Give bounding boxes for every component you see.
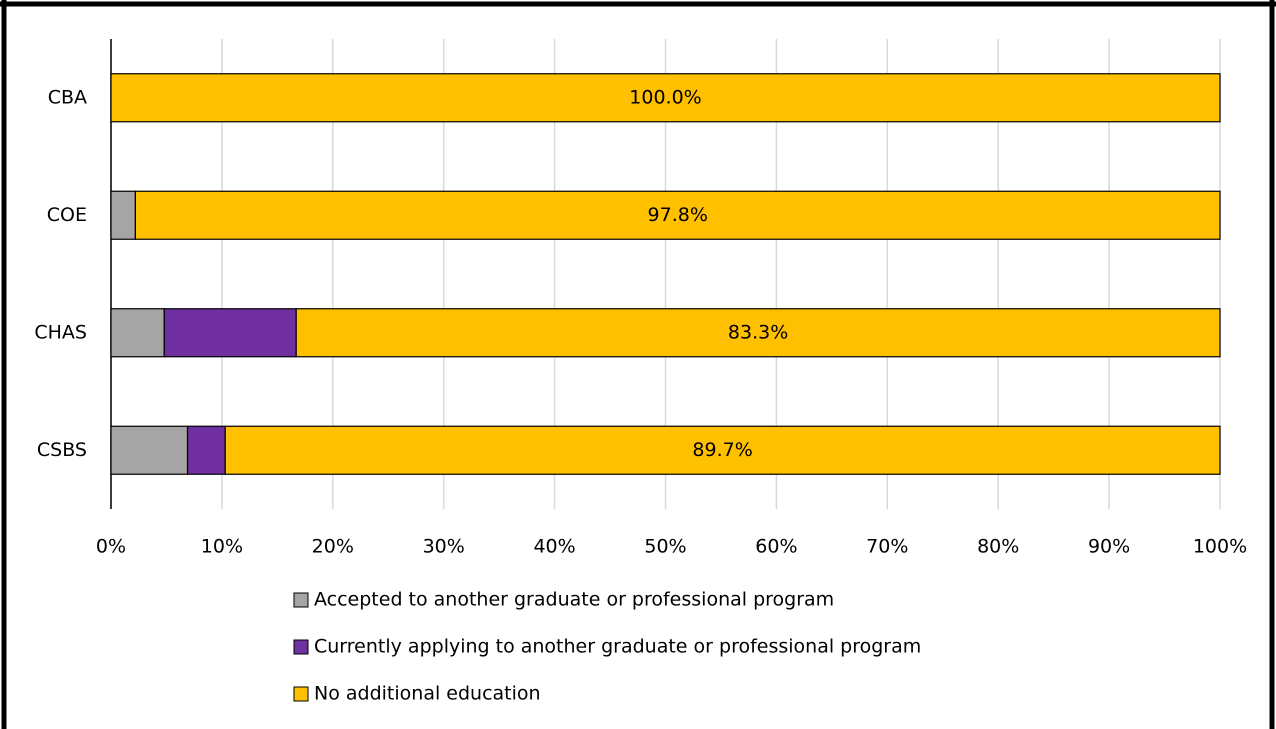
x-tick-label: 50%	[644, 536, 686, 558]
y-tick-label: CSBS	[37, 439, 87, 461]
x-tick-label: 60%	[755, 536, 797, 558]
bar-segment	[110, 73, 1221, 123]
x-tick-label: 20%	[312, 536, 354, 558]
y-tick-label: CHAS	[34, 321, 87, 343]
data-label: 83.3%	[728, 321, 788, 343]
legend-swatch	[293, 686, 309, 702]
x-tick-label: 80%	[977, 536, 1019, 558]
x-tick-label: 30%	[423, 536, 465, 558]
x-tick-label: 0%	[96, 536, 126, 558]
legend-label: Accepted to another graduate or professi…	[314, 589, 834, 611]
bar-segment	[295, 308, 1221, 358]
legend-swatch	[293, 639, 309, 655]
x-tick-label: 100%	[1193, 536, 1247, 558]
bar-segment	[110, 425, 189, 475]
legend-label: Currently applying to another graduate o…	[314, 636, 921, 658]
y-tick-label: CBA	[48, 86, 87, 108]
x-tick-label: 10%	[201, 536, 243, 558]
bar-segment	[134, 190, 1221, 240]
x-tick-label: 40%	[533, 536, 575, 558]
bar-segment	[110, 190, 136, 240]
legend-label: No additional education	[314, 683, 541, 705]
bar-segment	[186, 425, 226, 475]
bar-segment	[163, 308, 297, 358]
legend-swatch	[293, 592, 309, 608]
data-label: 89.7%	[692, 439, 752, 461]
x-tick-label: 70%	[866, 536, 908, 558]
data-label: 100.0%	[629, 86, 701, 108]
bar-segment	[224, 425, 1221, 475]
data-label: 97.8%	[648, 204, 708, 226]
bar-segment	[110, 308, 165, 358]
x-tick-label: 90%	[1088, 536, 1130, 558]
y-tick-label: COE	[47, 204, 87, 226]
